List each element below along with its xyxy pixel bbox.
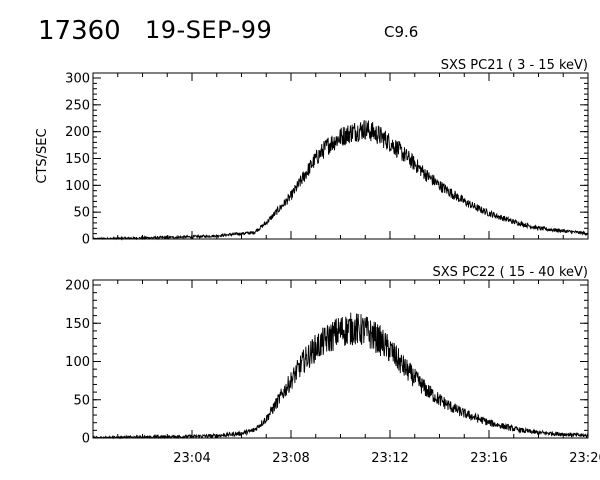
event-date: 19-SEP-99 — [145, 16, 273, 44]
y-axis-label: CTS/SEC — [35, 128, 50, 183]
y-tick-label: 0 — [82, 432, 90, 447]
y-tick-label: 100 — [65, 355, 90, 370]
x-tick-label: 23:12 — [371, 451, 408, 466]
y-tick-label: 50 — [73, 206, 90, 221]
panel-title: SXS PC22 ( 15 - 40 keV) — [432, 265, 588, 280]
x-tick-label: 23:16 — [470, 451, 507, 466]
panel-1: SXS PC21 ( 3 - 15 keV) 0 50 100 150 200 250 300… — [35, 58, 589, 248]
series-line — [92, 312, 589, 440]
flare-class: C9.6 — [384, 23, 419, 41]
panel-title: SXS PC21 ( 3 - 15 keV) — [441, 58, 588, 73]
x-tick-label: 23:08 — [272, 451, 309, 466]
event-id: 17360 — [38, 16, 121, 46]
plot-frame — [92, 72, 589, 240]
y-tick-label: 300 — [65, 72, 90, 87]
y-tick-label: 150 — [65, 317, 90, 332]
y-tick-label: 200 — [65, 125, 90, 140]
panel-2: SXS PC22 ( 15 - 40 keV) 0 50 100 150 200 23:04… — [65, 265, 600, 466]
y-tick-label: 50 — [73, 393, 90, 408]
y-tick-label: 150 — [65, 152, 90, 167]
x-tick-label: 23:04 — [173, 451, 210, 466]
series-line — [92, 120, 589, 241]
x-tick-label: 23:20 — [569, 451, 600, 466]
y-tick-label: 200 — [65, 279, 90, 294]
plot-frame — [92, 279, 589, 439]
y-tick-label: 0 — [82, 233, 90, 248]
y-tick-label: 250 — [65, 98, 90, 113]
y-tick-label: 100 — [65, 179, 90, 194]
